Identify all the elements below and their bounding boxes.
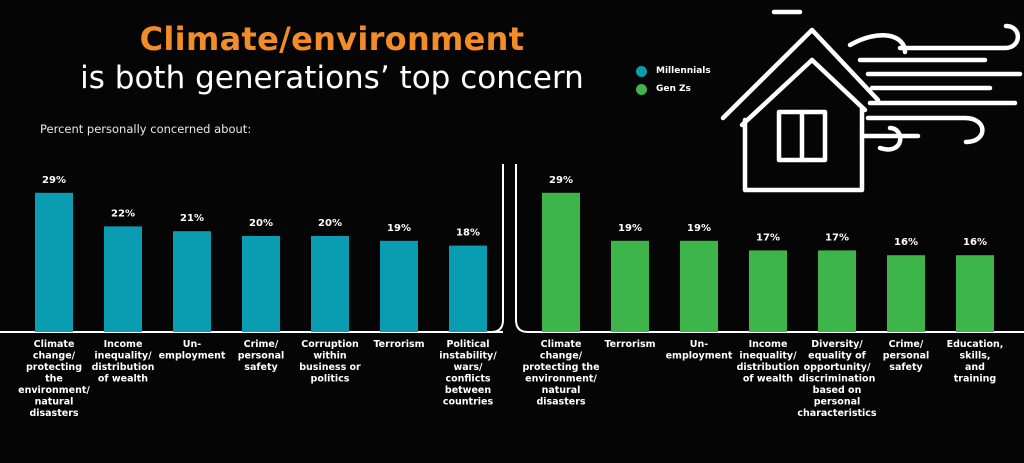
bar-1-3 — [749, 250, 787, 332]
value-label-1-5: 16% — [894, 237, 918, 248]
value-label-0-2: 21% — [180, 213, 204, 224]
category-label-1-1: Terrorism — [604, 339, 655, 350]
bar-0-6 — [449, 245, 487, 332]
category-label-1-4: Diversity/equality of opportunity/discrim… — [797, 339, 877, 419]
chart-title-line-2: is both generations’ top concern — [80, 60, 584, 96]
bar-0-1 — [104, 226, 142, 332]
legend-swatch-genz — [636, 83, 647, 95]
legend-label-genz: Gen Zs — [656, 84, 691, 94]
bar-1-0 — [542, 192, 580, 332]
category-label-1-5: Crime/personal safety — [883, 339, 930, 373]
legend: Millennials Gen Zs — [636, 62, 711, 98]
value-label-1-4: 17% — [825, 232, 849, 243]
value-label-1-0: 29% — [549, 175, 573, 186]
legend-item-millennials: Millennials — [636, 62, 711, 80]
bar-0-2 — [173, 231, 211, 332]
bar-1-5 — [887, 255, 925, 332]
chart-title: Climate/environment — [139, 20, 525, 58]
legend-item-genz: Gen Zs — [636, 80, 711, 98]
bar-0-0 — [35, 192, 73, 332]
category-label-0-4: Corruption within business or politics — [299, 339, 361, 385]
value-label-1-3: 17% — [756, 232, 780, 243]
category-label-0-2: Un-employment — [159, 339, 226, 362]
value-label-0-0: 29% — [42, 175, 66, 186]
house-wind-icon — [720, 9, 1023, 193]
bar-1-2 — [680, 240, 718, 332]
category-label-0-3: Crime/personal safety — [238, 339, 285, 373]
category-label-0-5: Terrorism — [373, 339, 424, 350]
category-label-1-6: Education, skills, and training — [947, 339, 1004, 385]
category-label-0-0: Climate change/protecting the environment/n… — [18, 339, 90, 419]
bar-0-4 — [311, 236, 349, 332]
value-label-1-1: 19% — [618, 223, 642, 234]
baseline-genz — [515, 164, 1024, 333]
bar-1-6 — [956, 255, 994, 332]
value-label-1-2: 19% — [687, 223, 711, 234]
category-label-1-3: Income inequality/distribution of wealth — [737, 339, 800, 385]
bar-1-1 — [611, 240, 649, 332]
value-label-0-6: 18% — [456, 228, 480, 239]
value-label-1-6: 16% — [963, 237, 987, 248]
value-label-0-3: 20% — [249, 218, 273, 229]
category-label-0-6: Political instability/wars/conflicts betwe… — [439, 339, 497, 408]
panel-divider — [490, 164, 504, 333]
legend-swatch-millennials — [636, 65, 647, 77]
value-label-0-4: 20% — [318, 218, 342, 229]
bar-0-3 — [242, 236, 280, 332]
category-label-1-2: Un-employment — [666, 339, 733, 362]
bar-1-4 — [818, 250, 856, 332]
value-label-0-1: 22% — [111, 208, 135, 219]
category-label-1-0: Climate change/protecting the environment/… — [522, 339, 599, 408]
chart-subtitle: Percent personally concerned about: — [40, 122, 252, 136]
bar-0-5 — [380, 240, 418, 332]
legend-label-millennials: Millennials — [656, 66, 711, 76]
category-label-0-1: Income inequality/distribution of wealth — [92, 339, 155, 385]
value-label-0-5: 19% — [387, 223, 411, 234]
